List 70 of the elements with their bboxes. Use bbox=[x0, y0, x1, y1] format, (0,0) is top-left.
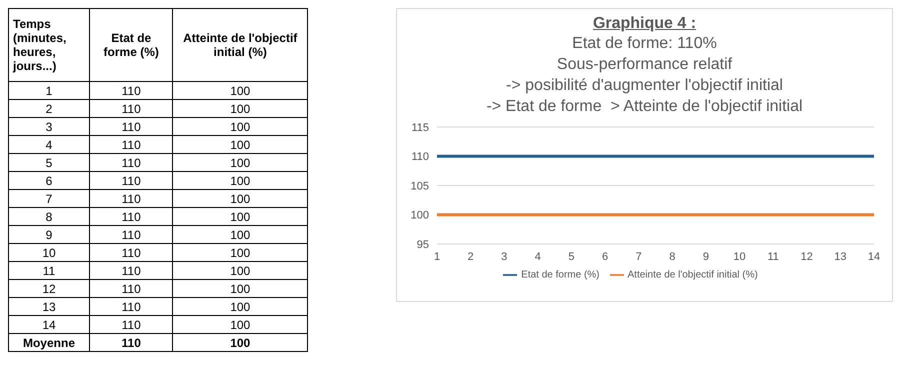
text: 100 bbox=[230, 84, 250, 98]
category-label: 12 bbox=[42, 282, 56, 296]
legend-label: Etat de forme (%) bbox=[521, 270, 600, 281]
text: Moyenne bbox=[8, 334, 90, 352]
text: 110 bbox=[122, 336, 141, 350]
text: 110 bbox=[122, 246, 141, 260]
text: 110 bbox=[122, 174, 141, 188]
text: 110 bbox=[122, 156, 141, 170]
text: 100 bbox=[230, 246, 250, 260]
text: 110 bbox=[122, 318, 141, 332]
chart-subtitle: Etat de forme: 110% Sous-performance relatif -> posibilité d'augmenter l'objectif initial -> Etat de forme > Atteinte de l'objectif initial bbox=[485, 34, 804, 117]
x-tick-label: 10 bbox=[733, 250, 746, 263]
text: 110 bbox=[122, 102, 141, 116]
x-tick-label: 13 bbox=[834, 250, 847, 263]
x-tick-label: 6 bbox=[602, 250, 608, 263]
x-tick-label: 9 bbox=[702, 250, 709, 263]
category-label: 1 bbox=[46, 84, 52, 98]
text: 100 bbox=[230, 336, 250, 350]
x-tick-label: 7 bbox=[636, 250, 642, 263]
x-tick-label: 3 bbox=[501, 250, 508, 263]
text: 100 bbox=[230, 174, 250, 188]
text: 110 bbox=[90, 118, 173, 136]
y-tick-label: 105 bbox=[410, 180, 429, 192]
y-tick-label: 110 bbox=[411, 151, 429, 164]
x-tick-label: 4 bbox=[534, 250, 541, 263]
text: 110 bbox=[122, 228, 141, 242]
category-label: 3 bbox=[46, 120, 52, 134]
text: 100 bbox=[230, 192, 250, 206]
text: Temps (minutes, heures, jours...) bbox=[8, 8, 90, 82]
category-label: 4 bbox=[46, 138, 52, 152]
text: 100 bbox=[230, 318, 250, 332]
category-label: 9 bbox=[46, 228, 52, 242]
category-label: 5 bbox=[46, 156, 52, 170]
text: 110 bbox=[122, 138, 141, 152]
text: 110 bbox=[122, 300, 141, 314]
text: 100 bbox=[230, 282, 250, 296]
category-label: 2 bbox=[46, 102, 52, 116]
y-tick-label: 115 bbox=[411, 122, 429, 134]
category-label: 13 bbox=[42, 300, 56, 314]
text: Atteinte de l'objectif initial (%) bbox=[183, 31, 298, 59]
legend-label: Atteinte de l'objectif initial (%) bbox=[628, 270, 758, 281]
text: 110 bbox=[122, 282, 141, 296]
category-label: 8 bbox=[46, 210, 52, 224]
text: 100 bbox=[230, 264, 250, 278]
text: 100 bbox=[230, 102, 250, 116]
text: 100 bbox=[230, 138, 250, 152]
category-label: 7 bbox=[46, 192, 52, 206]
text: 110 bbox=[122, 264, 141, 278]
x-tick-label: 5 bbox=[568, 250, 575, 263]
x-tick-label: 14 bbox=[868, 250, 880, 263]
text: 100 bbox=[230, 300, 250, 314]
text: 100 bbox=[172, 118, 308, 136]
y-tick-label: 95 bbox=[416, 238, 429, 251]
text: 110 bbox=[122, 84, 141, 98]
x-tick-label: 12 bbox=[800, 250, 813, 263]
category-label: 6 bbox=[46, 174, 52, 188]
x-tick-label: 11 bbox=[767, 250, 779, 263]
text: 110 bbox=[122, 192, 141, 206]
text: 110 bbox=[122, 210, 141, 224]
category-label: 14 bbox=[42, 318, 56, 332]
x-tick-label: 2 bbox=[468, 250, 474, 263]
x-tick-label: 8 bbox=[669, 250, 676, 263]
x-tick-label: 1 bbox=[434, 250, 440, 263]
text: 100 bbox=[230, 156, 250, 170]
y-tick-label: 100 bbox=[410, 210, 429, 222]
text: 100 bbox=[230, 228, 250, 242]
text: Etat de forme (%) bbox=[104, 31, 159, 59]
category-label: 11 bbox=[42, 264, 56, 278]
text: 100 bbox=[230, 210, 250, 224]
chart-title: Graphique 4 : bbox=[592, 15, 698, 33]
